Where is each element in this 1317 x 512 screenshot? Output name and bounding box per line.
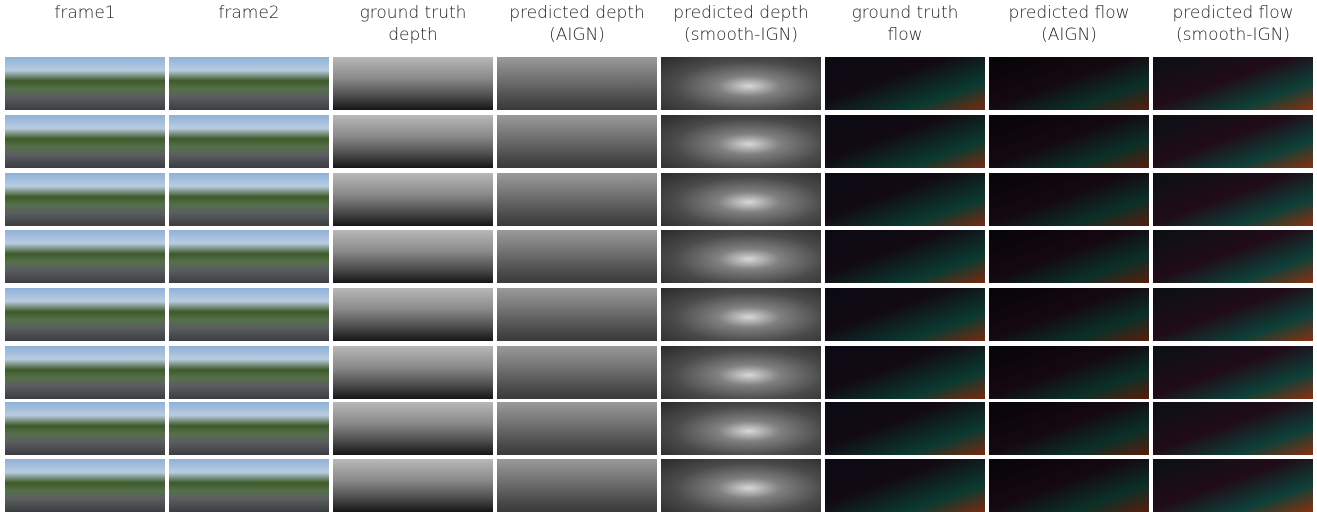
column-header: predicted flow(AIGN) — [987, 2, 1151, 46]
header-line: depth — [331, 24, 495, 46]
header-line: predicted flow — [987, 2, 1151, 24]
figure: (() => { const data = JSON.parse(documen… — [0, 0, 1317, 512]
image-cell — [169, 115, 329, 168]
header-line: ground truth — [331, 2, 495, 24]
image-cell — [497, 402, 657, 455]
header-line: flow — [823, 24, 987, 46]
image-cell — [989, 115, 1149, 168]
image-cell — [989, 402, 1149, 455]
image-cell — [1153, 288, 1313, 341]
image-cell — [497, 288, 657, 341]
image-cell — [497, 173, 657, 226]
image-cell — [5, 402, 165, 455]
column-header: frame1 — [3, 2, 167, 24]
image-cell — [333, 230, 493, 283]
image-cell — [825, 173, 985, 226]
image-cell — [1153, 57, 1313, 110]
image-cell — [661, 230, 821, 283]
image-cell — [5, 115, 165, 168]
image-cell — [989, 346, 1149, 399]
image-cell — [825, 402, 985, 455]
header-line: predicted depth — [659, 2, 823, 24]
image-cell — [497, 230, 657, 283]
image-cell — [825, 346, 985, 399]
header-line: predicted flow — [1151, 2, 1315, 24]
image-cell — [825, 288, 985, 341]
image-cell — [333, 402, 493, 455]
image-cell — [5, 459, 165, 512]
image-cell — [5, 288, 165, 341]
image-cell — [661, 288, 821, 341]
image-cell — [497, 459, 657, 512]
image-cell — [661, 173, 821, 226]
image-cell — [169, 459, 329, 512]
image-cell — [5, 230, 165, 283]
image-cell — [497, 346, 657, 399]
column-header: predicted flow(smooth-IGN) — [1151, 2, 1315, 46]
image-cell — [169, 346, 329, 399]
image-cell — [497, 115, 657, 168]
header-line: frame1 — [3, 2, 167, 24]
image-cell — [333, 288, 493, 341]
image-cell — [1153, 402, 1313, 455]
image-cell — [661, 402, 821, 455]
column-header: predicted depth(smooth-IGN) — [659, 2, 823, 46]
image-cell — [989, 230, 1149, 283]
image-cell — [169, 173, 329, 226]
header-line: ground truth — [823, 2, 987, 24]
image-cell — [1153, 230, 1313, 283]
image-cell — [169, 230, 329, 283]
image-cell — [825, 115, 985, 168]
image-cell — [825, 230, 985, 283]
header-line: (smooth-IGN) — [1151, 24, 1315, 46]
image-cell — [169, 288, 329, 341]
image-cell — [661, 346, 821, 399]
image-cell — [333, 173, 493, 226]
header-line: frame2 — [167, 2, 331, 24]
image-cell — [1153, 346, 1313, 399]
image-cell — [5, 173, 165, 226]
column-header: frame2 — [167, 2, 331, 24]
image-cell — [497, 57, 657, 110]
image-cell — [333, 459, 493, 512]
header-line: (AIGN) — [495, 24, 659, 46]
image-cell — [661, 459, 821, 512]
header-line: predicted depth — [495, 2, 659, 24]
image-cell — [989, 288, 1149, 341]
image-cell — [5, 57, 165, 110]
header-line: (smooth-IGN) — [659, 24, 823, 46]
image-cell — [1153, 115, 1313, 168]
image-cell — [1153, 173, 1313, 226]
image-cell — [333, 115, 493, 168]
image-cell — [333, 346, 493, 399]
image-cell — [989, 57, 1149, 110]
image-cell — [169, 402, 329, 455]
column-header: predicted depth(AIGN) — [495, 2, 659, 46]
image-cell — [1153, 459, 1313, 512]
image-cell — [989, 459, 1149, 512]
image-cell — [169, 57, 329, 110]
image-cell — [825, 57, 985, 110]
image-cell — [661, 115, 821, 168]
image-cell — [5, 346, 165, 399]
image-cell — [661, 57, 821, 110]
image-cell — [825, 459, 985, 512]
image-cell — [989, 173, 1149, 226]
image-cell — [333, 57, 493, 110]
header-line: (AIGN) — [987, 24, 1151, 46]
